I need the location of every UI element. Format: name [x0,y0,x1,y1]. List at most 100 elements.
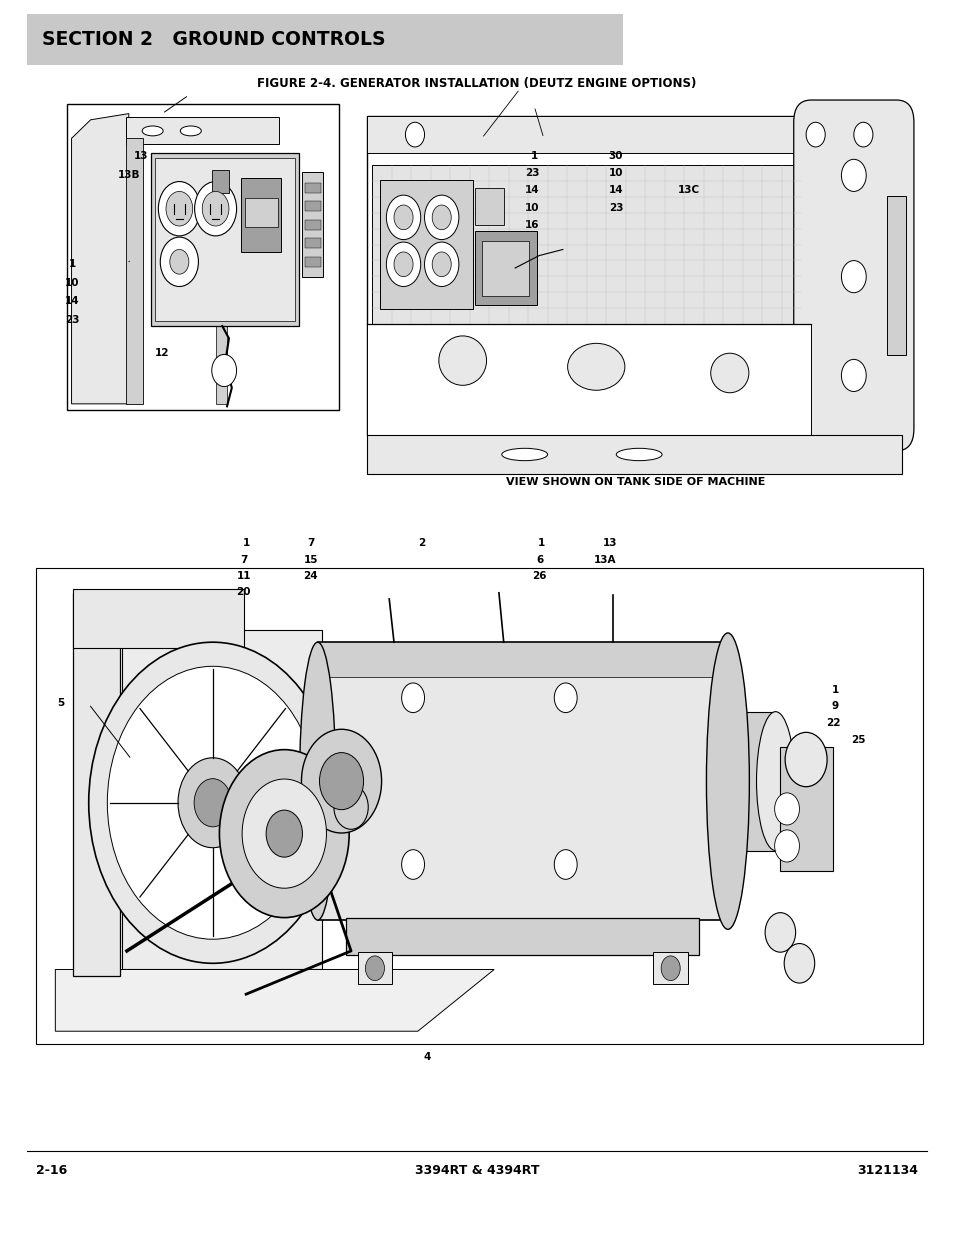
Circle shape [764,913,795,952]
Text: 1: 1 [69,259,76,269]
Text: 23: 23 [608,203,622,212]
Text: 15: 15 [303,555,317,564]
Polygon shape [71,114,129,404]
Text: 26: 26 [532,571,546,580]
Ellipse shape [616,448,661,461]
Bar [302,172,323,277]
Circle shape [554,683,577,713]
Ellipse shape [299,642,335,920]
Text: 1: 1 [831,685,839,695]
Circle shape [660,956,679,981]
Bar [317,642,727,920]
Polygon shape [122,630,322,969]
Bar [886,195,905,356]
Circle shape [319,752,363,810]
Circle shape [401,850,424,879]
Bar [481,241,529,296]
Text: 25: 25 [850,735,864,745]
Circle shape [212,354,236,387]
Text: 6: 6 [536,555,543,564]
Bar [372,165,801,324]
Text: 23: 23 [65,315,79,325]
Bar [305,183,320,193]
Text: 13: 13 [602,538,617,548]
Circle shape [266,810,302,857]
Text: 14: 14 [524,185,538,195]
Bar [67,104,338,410]
Bar [36,568,923,1044]
Bar [126,117,278,144]
Ellipse shape [438,336,486,385]
Circle shape [554,850,577,879]
Circle shape [432,205,451,230]
Bar [72,589,244,648]
Bar [379,180,473,309]
Text: 5: 5 [57,698,65,708]
Ellipse shape [710,353,748,393]
Text: 13C: 13C [677,185,699,195]
Text: 23: 23 [524,168,538,178]
Bar [367,324,810,435]
Bar [151,153,298,326]
Text: 24: 24 [303,571,317,580]
Circle shape [107,667,318,939]
Text: 15: 15 [301,240,315,249]
Text: 12: 12 [154,348,169,358]
Circle shape [166,191,193,226]
Bar [305,238,320,248]
Text: 20: 20 [236,587,251,597]
Text: 3121134: 3121134 [856,1165,917,1177]
Circle shape [394,252,413,277]
Text: 7: 7 [240,555,248,564]
Text: 10: 10 [608,168,622,178]
Circle shape [774,830,799,862]
Ellipse shape [567,343,624,390]
Bar [72,593,120,976]
Text: 14: 14 [65,296,79,306]
Polygon shape [55,969,494,1031]
Text: 7: 7 [307,538,314,548]
Bar [215,326,227,404]
Bar [357,952,392,984]
Ellipse shape [180,126,201,136]
Text: 17: 17 [811,825,825,835]
Text: 21: 21 [408,903,422,913]
Text: 8: 8 [414,887,421,897]
Text: 1: 1 [243,538,251,548]
Bar [241,178,281,252]
Text: 24: 24 [301,257,315,267]
Circle shape [202,191,229,226]
Text: SECTION 2   GROUND CONTROLS: SECTION 2 GROUND CONTROLS [42,30,385,49]
Circle shape [783,944,814,983]
Text: 1: 1 [816,809,823,819]
Text: 13: 13 [133,151,148,161]
Circle shape [424,242,458,287]
Bar [126,138,143,404]
Text: 30: 30 [608,151,622,161]
Bar [27,14,622,65]
Text: 10: 10 [65,278,79,288]
Bar [475,231,537,305]
FancyBboxPatch shape [793,100,913,451]
Ellipse shape [756,711,794,851]
Ellipse shape [142,126,163,136]
Bar [727,711,775,851]
Circle shape [784,732,826,787]
Text: 2-16: 2-16 [36,1165,68,1177]
Text: 14: 14 [608,185,622,195]
Text: 13A: 13A [593,555,616,564]
Bar [154,158,294,321]
Text: 11: 11 [236,571,251,580]
Text: 27: 27 [811,841,825,851]
Circle shape [394,205,413,230]
Text: 22: 22 [532,841,546,851]
Circle shape [301,729,381,832]
Circle shape [334,785,368,830]
Circle shape [853,122,872,147]
Circle shape [424,195,458,240]
Bar [245,198,277,227]
Bar [367,116,901,153]
Text: 1: 1 [416,871,423,881]
Circle shape [365,956,384,981]
Text: FIGURE 2-4. GENERATOR INSTALLATION (DEUTZ ENGINE OPTIONS): FIGURE 2-4. GENERATOR INSTALLATION (DEUT… [257,78,696,90]
